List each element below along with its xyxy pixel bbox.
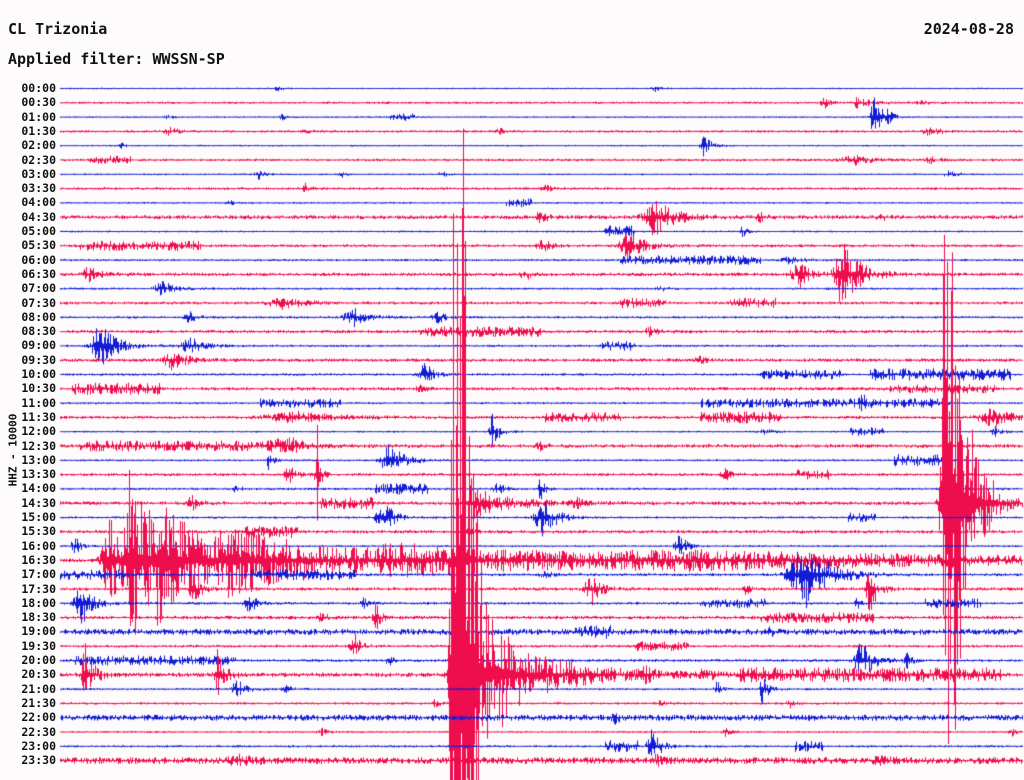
time-label: 20:30 [21, 667, 56, 682]
time-label: 07:00 [21, 281, 56, 296]
time-label: 18:00 [21, 595, 56, 610]
time-label: 03:30 [21, 181, 56, 196]
station-title: CL Trizonia [8, 20, 108, 38]
time-label: 15:00 [21, 510, 56, 524]
time-label: 11:30 [21, 409, 56, 424]
time-label: 08:30 [21, 324, 56, 339]
time-label: 21:00 [21, 681, 56, 696]
time-label: 06:00 [21, 252, 56, 267]
time-label: 06:30 [21, 266, 56, 281]
time-label: 19:00 [21, 624, 56, 639]
time-label: 14:30 [21, 495, 56, 510]
time-label: 02:30 [21, 152, 56, 167]
time-label: 00:00 [21, 81, 56, 95]
time-label: 09:00 [21, 338, 56, 353]
time-label: 07:30 [21, 295, 56, 310]
time-label: 05:30 [21, 238, 56, 253]
time-label: 13:00 [21, 452, 56, 467]
time-label: 23:30 [21, 753, 56, 768]
time-label: 12:30 [21, 438, 56, 453]
time-label: 03:00 [21, 166, 56, 181]
time-label: 17:30 [21, 581, 56, 596]
time-label: 18:30 [21, 610, 56, 625]
time-label: 13:30 [21, 467, 56, 482]
time-label: 02:00 [21, 138, 56, 153]
time-label: 00:30 [21, 95, 56, 110]
time-label: 15:30 [21, 524, 56, 539]
time-label: 01:00 [21, 109, 56, 124]
time-label: 09:30 [21, 352, 56, 367]
time-label: 23:00 [21, 738, 56, 753]
time-label: 16:30 [21, 552, 56, 567]
applied-filter-label: Applied filter: WWSSN-SP [8, 50, 225, 68]
time-label: 22:00 [21, 710, 56, 725]
record-date: 2024-08-28 [923, 20, 1014, 38]
time-label: 14:00 [21, 481, 56, 496]
time-label: 08:00 [21, 309, 56, 324]
time-label: 01:30 [21, 123, 56, 138]
time-label: 19:30 [21, 638, 56, 653]
time-label: 20:00 [21, 653, 56, 667]
time-label: 11:00 [21, 395, 56, 410]
time-label: 10:00 [21, 367, 56, 381]
time-label: 05:00 [21, 224, 56, 238]
time-label: 04:00 [21, 195, 56, 210]
time-label: 17:00 [21, 567, 56, 582]
time-label: 04:30 [21, 209, 56, 224]
time-label: 12:00 [21, 424, 56, 439]
time-label: 10:30 [21, 381, 56, 396]
time-label: 16:00 [21, 538, 56, 553]
time-label: 22:30 [21, 724, 56, 739]
time-label: 21:30 [21, 695, 56, 710]
